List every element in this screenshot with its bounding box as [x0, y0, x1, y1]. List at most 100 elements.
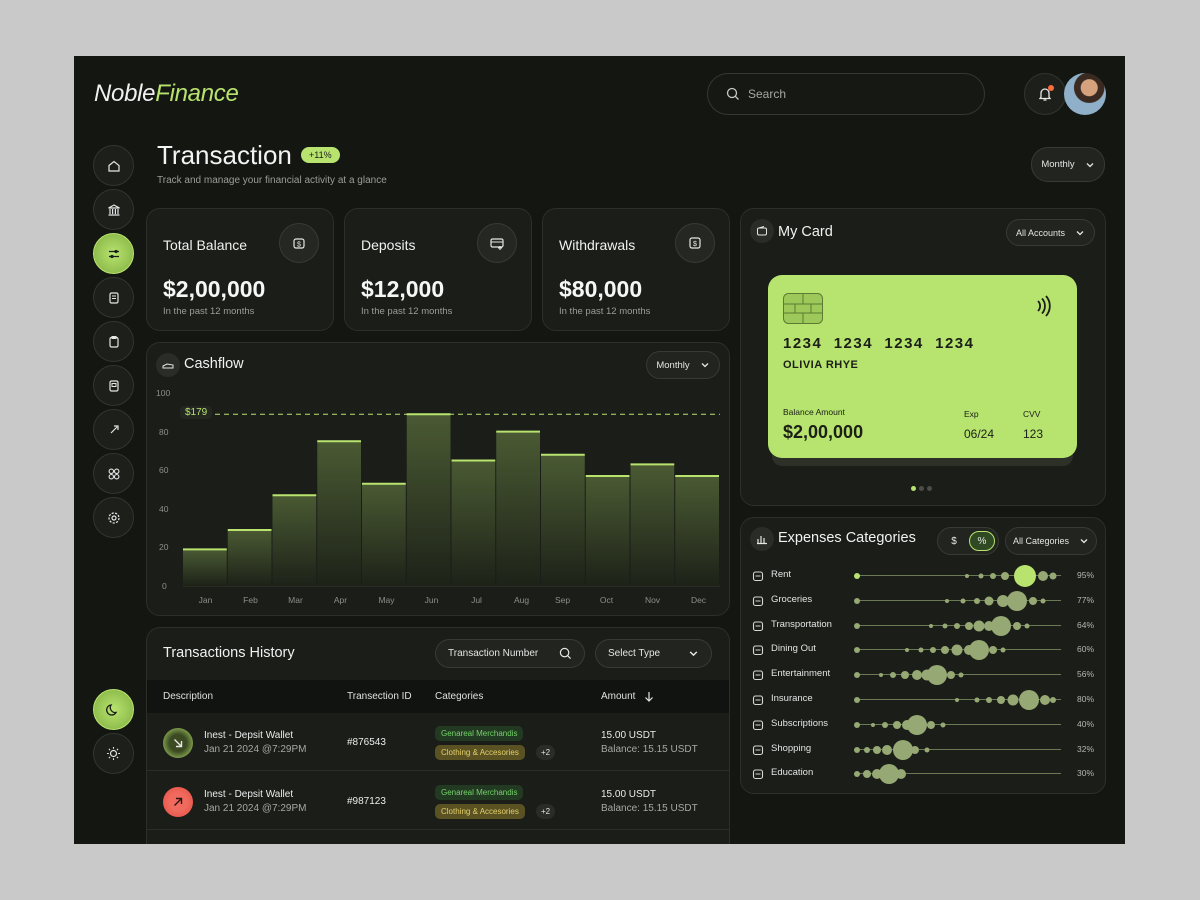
more-tags-badge[interactable]: +2 [536, 745, 556, 760]
column-amount[interactable]: Amount [601, 691, 636, 702]
expense-row[interactable]: Rent 95% [750, 565, 1094, 587]
sidebar-item-apps[interactable] [93, 453, 134, 494]
expense-row[interactable]: Shopping 32% [750, 739, 1094, 760]
sidebar-item-statements[interactable] [93, 365, 134, 406]
table-row[interactable]: Inest - Depsit Wallet Jan 21 2024 @7:29P… [147, 772, 729, 830]
stat-value: $80,000 [559, 276, 643, 302]
cashflow-bar[interactable] [317, 441, 361, 586]
carousel-dot[interactable] [927, 486, 932, 491]
select-type-dropdown[interactable]: Select Type [595, 639, 712, 668]
receipt-icon [108, 379, 119, 392]
bell-icon [1038, 88, 1052, 101]
cashflow-chart [183, 413, 720, 587]
expense-row[interactable]: Entertainment 56% [750, 665, 1094, 686]
table-row[interactable]: Inest - Depsit Wallet Jan 21 2024 @7:29P… [147, 713, 729, 771]
rocket-icon [110, 424, 119, 433]
sidebar-item-invoices[interactable] [93, 321, 134, 362]
expense-dot [854, 697, 860, 703]
expense-dot [1014, 565, 1036, 587]
expense-row[interactable]: Transportation 64% [750, 615, 1094, 636]
expense-row[interactable]: Dining Out 60% [750, 640, 1094, 661]
cashflow-period-dropdown[interactable]: Monthly [646, 351, 720, 379]
sidebar-item-transactions[interactable] [93, 233, 134, 274]
cashflow-title: Cashflow [184, 356, 244, 372]
expense-percent: 95% [1076, 570, 1094, 580]
expense-dot [1050, 697, 1056, 703]
expense-dot [873, 745, 881, 754]
expense-dot [965, 621, 973, 630]
cashflow-bar[interactable] [630, 464, 675, 586]
column-categories[interactable]: Categories [435, 691, 484, 702]
cashflow-bar[interactable] [183, 549, 227, 586]
card-add-icon[interactable] [477, 223, 517, 263]
expense-dot [854, 746, 860, 753]
withdraw-icon[interactable]: $ [675, 223, 715, 263]
carousel-dot[interactable] [919, 486, 924, 491]
sidebar-item-bank[interactable] [93, 189, 134, 230]
expense-dot [960, 598, 966, 604]
cashflow-bar[interactable] [451, 460, 496, 586]
cashflow-bar[interactable] [585, 475, 630, 586]
cashflow-icon [156, 353, 180, 377]
y-tick: 100 [156, 388, 171, 398]
expense-row[interactable]: Education 30% [750, 764, 1094, 785]
brand-logo[interactable]: NobleFinance [94, 80, 239, 108]
transaction-number-search[interactable]: Transaction Number [435, 639, 585, 668]
expense-dot [974, 697, 980, 703]
x-tick: Jan [198, 595, 213, 605]
dark-mode-button[interactable] [93, 689, 134, 730]
cashflow-bar[interactable] [496, 431, 540, 586]
cashflow-bar[interactable] [541, 454, 585, 586]
category-filter-dropdown[interactable]: All Categories [1005, 527, 1097, 555]
select-type-label: Select Type [608, 648, 661, 659]
cashflow-bar[interactable] [227, 530, 272, 586]
bag-icon [752, 745, 764, 755]
expense-dot [997, 696, 1005, 704]
toggle-percent[interactable]: % [969, 531, 995, 551]
category-tag: Clothing & Accesories [435, 745, 525, 760]
avatar[interactable] [1064, 73, 1106, 115]
bar-chart-icon [750, 527, 774, 551]
expense-row[interactable]: Groceries 77% [750, 590, 1094, 611]
row-amount: 15.00 USDT [601, 730, 657, 741]
expense-track [857, 723, 1061, 725]
category-tag: Clothing & Accesories [435, 804, 525, 819]
cashflow-bar[interactable] [362, 483, 406, 586]
carousel-dot-active[interactable] [911, 486, 916, 491]
expense-dot [893, 739, 913, 760]
currency-percent-toggle[interactable]: $ % [937, 527, 999, 555]
notification-button[interactable] [1024, 73, 1066, 115]
expense-percent: 40% [1076, 718, 1094, 729]
expense-dot [863, 770, 871, 779]
cashflow-bar[interactable] [675, 475, 719, 586]
period-dropdown[interactable]: Monthly [1031, 147, 1105, 182]
sidebar-item-explore[interactable] [93, 409, 134, 450]
light-mode-button[interactable] [93, 733, 134, 774]
expense-row[interactable]: Subscriptions 40% [750, 714, 1094, 735]
expense-row[interactable]: Insurance 80% [750, 690, 1094, 710]
growth-badge: +11% [301, 147, 340, 163]
cashflow-bar[interactable] [406, 414, 451, 586]
my-card-title: My Card [778, 224, 833, 240]
money-icon[interactable]: $ [279, 223, 319, 263]
x-tick: Dec [690, 595, 707, 605]
sidebar-item-home[interactable] [93, 145, 134, 186]
account-filter-dropdown[interactable]: All Accounts [1006, 219, 1095, 246]
x-tick: Apr [333, 595, 348, 605]
credit-card[interactable]: 1234 1234 1234 1234 OLIVIA RHYE Balance … [768, 275, 1077, 458]
toggle-dollar[interactable]: $ [951, 535, 957, 547]
expense-track [857, 699, 1061, 700]
sort-arrow-icon[interactable] [644, 691, 654, 702]
column-transaction-id[interactable]: Transection ID [347, 691, 412, 702]
card-holder: OLIVIA RHYE [783, 359, 859, 371]
exp-label: Exp [964, 409, 979, 419]
home-icon [752, 571, 764, 582]
cashflow-bar[interactable] [272, 495, 317, 586]
stat-subtext: In the past 12 months [361, 306, 453, 317]
sidebar-item-reports[interactable] [93, 277, 134, 318]
sidebar-item-settings[interactable] [93, 497, 134, 538]
column-description[interactable]: Description [163, 691, 214, 702]
card-exp: 06/24 [964, 427, 995, 441]
more-tags-badge[interactable]: +2 [536, 804, 556, 819]
search-bar[interactable]: Search [707, 73, 985, 115]
